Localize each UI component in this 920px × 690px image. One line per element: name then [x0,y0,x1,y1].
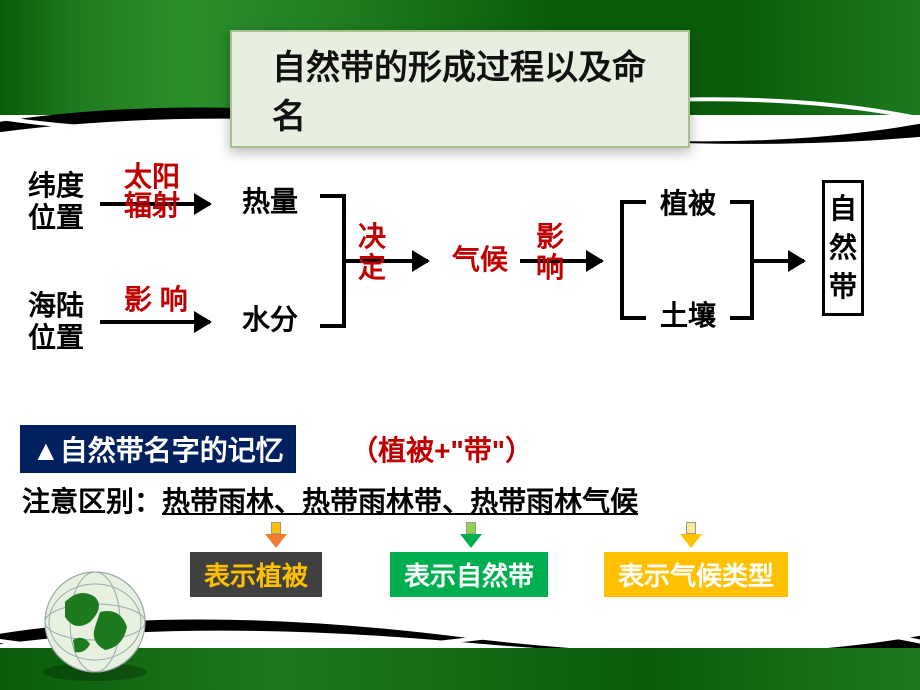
label-influence2: 影 响 [536,222,564,284]
distinction-item-1: 热带雨林带 [302,486,442,517]
slide-title: 自然带的形成过程以及命名 [272,49,646,136]
arrow-landsea-moisture [100,320,210,324]
distinction-prefix: 注意区别： [22,486,162,517]
distinction-item-0: 热带雨林 [162,486,274,517]
distinction-row: 注意区别：热带雨林、热带雨林带、热带雨林气候 [22,480,638,520]
tag-0: 表示植被 [190,552,322,597]
down-arrow-0 [265,522,287,548]
bracket-heat-moisture [320,194,346,328]
node-soil: 土壤 [660,300,716,332]
node-heat: 热量 [242,186,298,218]
bracket-to-zone [730,200,754,320]
down-arrow-1 [460,522,482,548]
tag-1: 表示自然带 [390,552,548,597]
node-latitude: 纬度 位置 [28,170,84,234]
memory-hint: （植被+"带"） [350,429,533,469]
arrow-to-zone [754,259,804,263]
tag-2: 表示气候类型 [604,552,788,597]
memory-section: ▲自然带名字的记忆 （植被+"带"） [0,425,920,473]
down-arrow-2 [680,522,702,548]
distinction-item-2: 热带雨林气候 [470,486,638,517]
globe-icon [35,562,155,682]
box-natural-zone: 自 然 带 [822,180,864,316]
label-determine: 决 定 [358,222,386,284]
memory-label: ▲自然带名字的记忆 [20,425,296,473]
node-climate: 气候 [452,244,508,276]
header-background: 自然带的形成过程以及命名 [0,0,920,150]
footer-background [0,598,920,690]
node-land-sea: 海陆 位置 [28,290,84,354]
label-solar: 太阳 辐射 [124,162,180,221]
node-moisture: 水分 [242,304,298,336]
formation-diagram: 纬度 位置 海陆 位置 太阳 辐射 影 响 热量 水分 决 定 气候 影 响 植… [0,160,920,410]
node-vegetation: 植被 [660,188,716,220]
bracket-veg-soil [620,200,646,320]
title-bar: 自然带的形成过程以及命名 [230,30,690,148]
node-natural-zone: 自 然 带 [829,189,857,307]
label-influence1: 影 响 [124,284,188,316]
